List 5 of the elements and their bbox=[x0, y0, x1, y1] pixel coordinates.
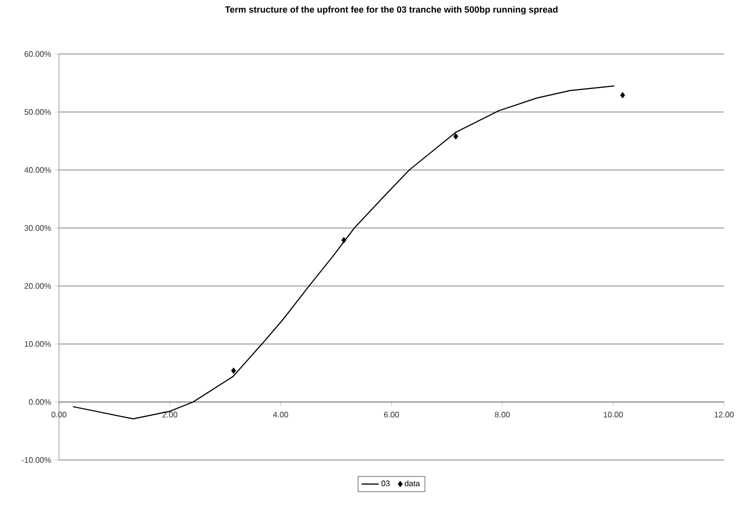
chart-title: Term structure of the upfront fee for the 03 tranche with 500bp running spread bbox=[225, 6, 558, 15]
point bbox=[231, 367, 236, 374]
point bbox=[453, 133, 458, 140]
point bbox=[620, 92, 626, 98]
point bbox=[341, 236, 346, 244]
